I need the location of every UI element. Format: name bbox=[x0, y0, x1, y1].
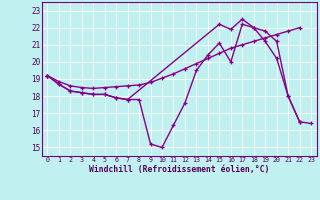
X-axis label: Windchill (Refroidissement éolien,°C): Windchill (Refroidissement éolien,°C) bbox=[89, 165, 269, 174]
